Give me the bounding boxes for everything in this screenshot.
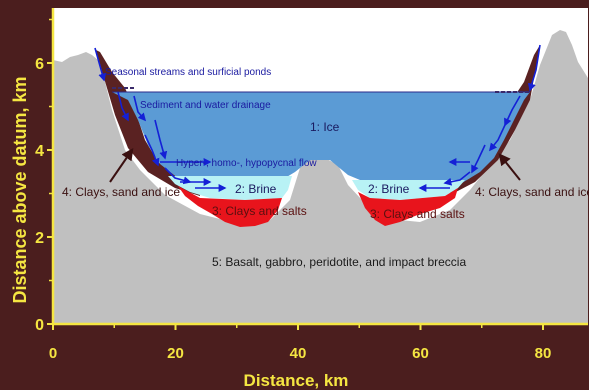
x-axis-ticks: 0 20 40 60 80	[49, 324, 552, 362]
label-clays-ice-left: 4: Clays, sand and ice	[62, 185, 180, 199]
clays-salts-left	[178, 186, 282, 227]
label-brine-right: 2: Brine	[368, 182, 410, 196]
y-tick-label: 2	[35, 230, 44, 247]
y-tick-label: 6	[35, 56, 44, 73]
label-seasonal-streams: Seasonal streams and surficial ponds	[105, 67, 271, 78]
x-tick-label: 60	[412, 345, 429, 362]
y-tick-label: 0	[35, 317, 44, 334]
drainage-arrows-left	[94, 47, 227, 192]
clays-salts-right	[358, 188, 458, 226]
drainage-arrows-right	[418, 44, 541, 192]
y-tick-label: 4	[35, 143, 44, 160]
label-brine-left: 2: Brine	[235, 182, 277, 196]
x-tick-label: 20	[167, 345, 184, 362]
clays-sand-ice-left	[96, 50, 200, 196]
basalt-bedrock	[53, 30, 588, 324]
label-clays-salts-right: 3: Clays and salts	[370, 207, 465, 221]
brine-right	[352, 180, 465, 200]
label-clays-ice-right: 4: Clays, sand and ice	[475, 185, 589, 199]
label-flow: Hyper-, homo-, hypopycnal flow	[176, 158, 317, 169]
x-tick-label: 40	[290, 345, 307, 362]
label-sediment-drainage: Sediment and water drainage	[140, 100, 271, 111]
label-clays-salts-left: 3: Clays and salts	[212, 204, 307, 218]
x-axis-title: Distance, km	[244, 371, 349, 390]
y-axis-title: Distance above datum, km	[10, 76, 30, 303]
pointer-clays-left	[109, 148, 134, 183]
x-tick-label: 80	[535, 345, 552, 362]
pointer-clays-right	[498, 153, 521, 181]
y-axis-ticks: 0 2 4 6	[35, 18, 53, 334]
label-basalt: 5: Basalt, gabbro, peridotite, and impac…	[212, 255, 466, 269]
x-tick-label: 0	[49, 345, 57, 362]
label-ice: 1: Ice	[310, 120, 340, 134]
ice-layer	[112, 92, 530, 183]
